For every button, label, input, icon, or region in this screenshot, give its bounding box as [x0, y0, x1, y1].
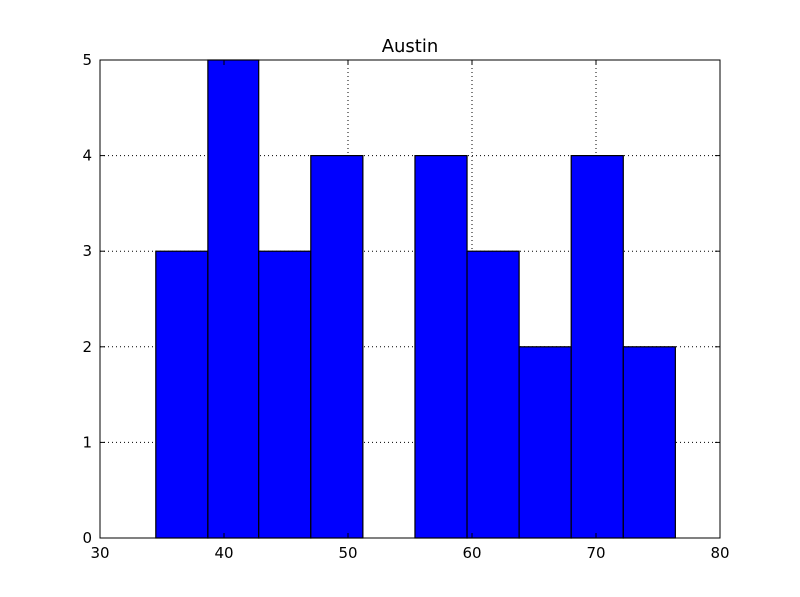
- y-tick-label: 0: [82, 529, 92, 547]
- x-tick-label: 50: [338, 544, 357, 562]
- ticks-layer: [99, 59, 721, 539]
- histogram-bar: [622, 346, 676, 539]
- histogram-bar: [155, 250, 209, 539]
- tick-labels-layer: 30 40 50 60 70 80 0 1 2 3 4 5: [82, 51, 729, 562]
- plot-frame: [99, 59, 721, 539]
- x-tick-label: 40: [214, 544, 233, 562]
- y-tick-label: 2: [82, 338, 92, 356]
- histogram-bar: [518, 346, 572, 539]
- y-tick-label: 1: [82, 433, 92, 451]
- histogram-bar: [207, 59, 260, 539]
- histogram-bar: [258, 250, 312, 539]
- histogram-bar: [414, 155, 468, 539]
- histogram-bar: [310, 155, 364, 539]
- y-tick-label: 5: [82, 51, 92, 69]
- x-tick-label: 60: [462, 544, 481, 562]
- x-tick-label: 70: [586, 544, 605, 562]
- histogram-bar: [570, 155, 624, 539]
- x-tick-label: 30: [90, 544, 109, 562]
- y-tick-label: 3: [82, 242, 92, 260]
- y-tick-label: 4: [82, 147, 92, 165]
- chart-title: Austin: [382, 36, 439, 57]
- histogram-bar: [466, 250, 520, 539]
- x-tick-label: 80: [710, 544, 729, 562]
